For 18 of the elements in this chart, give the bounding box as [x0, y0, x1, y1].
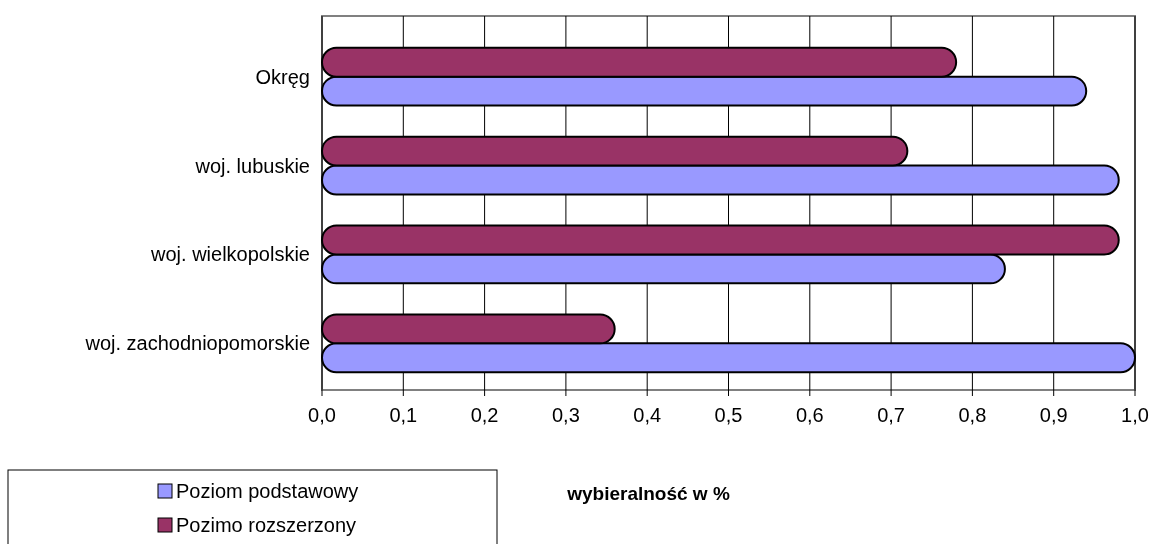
- x-tick-label: 1,0: [1121, 404, 1149, 426]
- x-tick-label: 0,1: [389, 404, 418, 426]
- legend-label: Pozimo rozszerzony: [176, 514, 357, 536]
- x-tick-label: 0,3: [551, 404, 580, 426]
- x-tick-label: 0,2: [470, 404, 499, 426]
- y-tick-label: woj. lubuskie: [194, 154, 310, 177]
- x-tick-label: 0,5: [714, 404, 743, 426]
- x-tick-label: 0,4: [633, 404, 662, 426]
- x-tick-label: 0,7: [877, 404, 906, 426]
- legend-label: Poziom podstawowy: [176, 480, 359, 502]
- x-tick-label: 0,6: [795, 404, 824, 426]
- y-tick-label: Okręg: [255, 65, 310, 88]
- x-tick-label: 0,9: [1039, 404, 1068, 426]
- x-axis-title: wybieralność w %: [566, 483, 730, 504]
- y-tick-label: woj. wielkopolskie: [150, 243, 310, 266]
- x-tick-label: 0,8: [958, 404, 987, 426]
- x-tick-label: 0,0: [308, 404, 336, 426]
- y-tick-label: woj. zachodniopomorskie: [84, 332, 310, 355]
